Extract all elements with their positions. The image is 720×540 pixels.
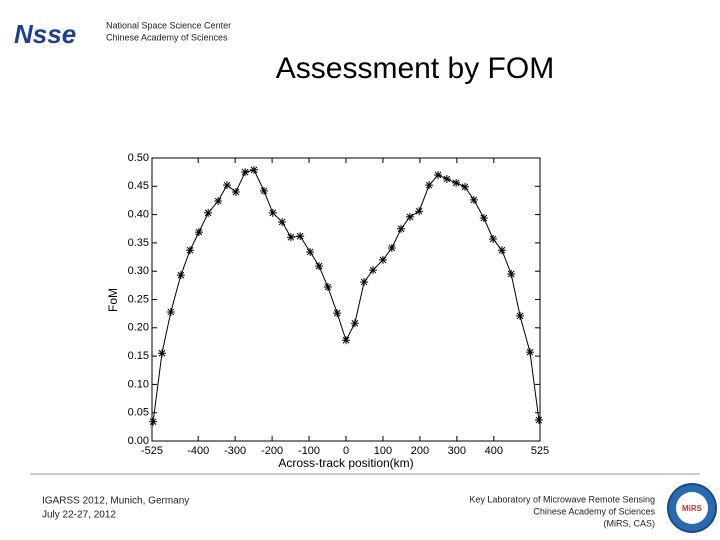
x-tick-label: -300 xyxy=(224,445,246,457)
data-point xyxy=(368,266,377,275)
y-tick-label: 0.10 xyxy=(128,378,149,390)
y-tick-label: 0.20 xyxy=(128,322,149,334)
y-tick-label: 0.25 xyxy=(128,293,149,305)
x-tick-label: 0 xyxy=(343,445,349,457)
data-point xyxy=(296,232,305,241)
data-point xyxy=(497,246,506,255)
x-tick-label: 300 xyxy=(448,445,466,457)
footer-text: Chinese Academy of Sciences xyxy=(533,506,655,516)
data-point xyxy=(249,165,258,174)
footer-text: July 22-27, 2012 xyxy=(42,510,116,521)
data-point xyxy=(507,270,516,279)
data-point xyxy=(342,336,350,345)
data-point xyxy=(166,307,175,316)
data-point xyxy=(223,181,232,190)
x-tick-label: -100 xyxy=(298,445,320,457)
data-point xyxy=(306,247,315,256)
data-point xyxy=(157,349,166,358)
data-point xyxy=(176,271,185,280)
data-point xyxy=(378,255,387,264)
data-point xyxy=(489,234,498,243)
data-point xyxy=(315,262,324,271)
data-point xyxy=(241,168,250,177)
plot-frame xyxy=(151,157,541,442)
data-point xyxy=(286,233,295,242)
x-tick-label: 200 xyxy=(411,445,429,457)
org-name: National Space Science Center xyxy=(106,20,231,30)
x-tick-label: 100 xyxy=(374,445,392,457)
slide-title: Assessment by FOM xyxy=(276,52,554,85)
data-point xyxy=(526,348,535,357)
org-name: Chinese Academy of Sciences xyxy=(106,32,228,42)
y-tick-label: 0.45 xyxy=(128,180,149,192)
x-tick-label: 400 xyxy=(485,445,503,457)
data-point xyxy=(278,217,287,226)
data-point xyxy=(387,243,396,252)
data-point xyxy=(469,195,478,204)
y-tick-label: 0.00 xyxy=(128,435,149,447)
data-point xyxy=(460,182,469,191)
y-tick-label: 0.15 xyxy=(128,350,149,362)
data-point xyxy=(194,228,203,237)
x-axis-label: Across-track position(km) xyxy=(278,456,413,470)
data-point xyxy=(452,178,461,187)
data-point xyxy=(397,224,406,233)
data-point xyxy=(415,207,424,216)
x-tick-label: -400 xyxy=(187,445,209,457)
logo: Nsse xyxy=(14,19,76,49)
x-tick-label: -200 xyxy=(261,445,283,457)
data-point xyxy=(259,186,268,195)
y-tick-label: 0.40 xyxy=(128,209,149,221)
data-line xyxy=(152,169,540,422)
data-point xyxy=(405,212,414,221)
x-tick-label: 525 xyxy=(531,445,549,457)
data-point xyxy=(534,416,543,425)
footer-text: (MiRS, CAS) xyxy=(604,518,656,528)
data-point xyxy=(231,187,240,196)
badge-text: MiRS xyxy=(682,504,703,513)
data-point xyxy=(268,208,277,217)
data-point xyxy=(149,417,158,426)
data-point xyxy=(434,170,443,179)
y-axis-label: FoM xyxy=(106,288,120,312)
footer-text: Key Laboratory of Microwave Remote Sensi… xyxy=(469,494,655,504)
footer-text: IGARSS 2012, Munich, Germany xyxy=(42,496,189,507)
data-point xyxy=(214,197,223,206)
y-tick-label: 0.50 xyxy=(128,152,149,164)
y-tick-label: 0.35 xyxy=(128,237,149,249)
data-point xyxy=(479,213,488,222)
data-point xyxy=(360,277,369,286)
data-point xyxy=(350,319,359,328)
badge-inner xyxy=(676,492,708,524)
data-point xyxy=(204,208,213,217)
data-point xyxy=(186,246,195,255)
y-tick-label: 0.30 xyxy=(128,265,149,277)
data-point xyxy=(516,311,525,320)
data-point xyxy=(442,174,451,183)
y-tick-label: 0.05 xyxy=(128,407,149,419)
data-point xyxy=(425,181,434,190)
data-point xyxy=(333,309,342,318)
x-tick-label: -525 xyxy=(141,445,163,457)
data-point xyxy=(323,283,332,292)
